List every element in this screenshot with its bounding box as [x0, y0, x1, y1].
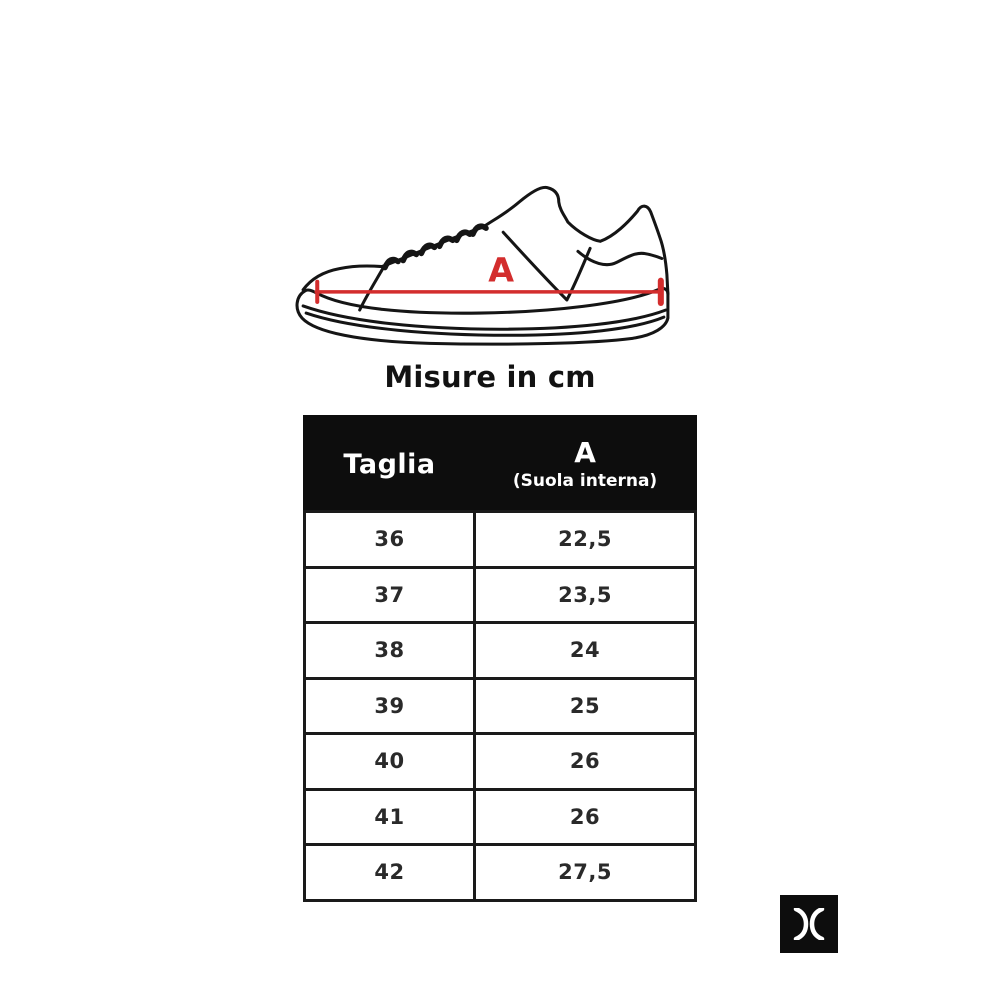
- length-cell: 25: [473, 676, 697, 735]
- table-row: 36 22,5: [302, 510, 697, 569]
- table-row: 39 25: [302, 676, 697, 735]
- shoe-midsole-line-2: [304, 311, 666, 337]
- size-cell: 36: [302, 510, 477, 569]
- length-cell: 23,5: [473, 565, 697, 624]
- table-row: 38 24: [302, 621, 697, 680]
- size-cell: 41: [302, 787, 477, 846]
- size-table: Taglia A (Suola interna) 36 22,5 37 23,5…: [302, 415, 697, 902]
- measure-label-a: A: [488, 251, 514, 290]
- header-measure-sublabel: (Suola interna): [512, 471, 658, 492]
- table-row: 40 26: [302, 732, 697, 791]
- sneaker-line-drawing-icon: A: [295, 185, 670, 346]
- shoe-quarter-seam-left: [501, 230, 569, 302]
- table-row: 42 27,5: [302, 843, 697, 902]
- header-taglia-label: Taglia: [343, 448, 436, 480]
- length-cell: 26: [473, 732, 697, 791]
- shoe-illustration: A: [293, 160, 677, 360]
- shoe-vamp-seam: [358, 265, 386, 312]
- table-header-row: Taglia A (Suola interna): [302, 415, 697, 513]
- size-cell: 42: [302, 843, 477, 902]
- size-cell: 40: [302, 732, 477, 791]
- shoe-sole-outline: [295, 286, 670, 346]
- length-cell: 24: [473, 621, 697, 680]
- header-cell-measure: A (Suola interna): [473, 415, 697, 513]
- brand-logo: [780, 895, 838, 953]
- shoe-laces: [382, 223, 489, 271]
- table-row: 37 23,5: [302, 565, 697, 624]
- shoe-upper-outline: [301, 185, 670, 296]
- shoe-quarter-seam-right: [565, 246, 592, 302]
- length-cell: 26: [473, 787, 697, 846]
- size-cell: 38: [302, 621, 477, 680]
- length-cell: 27,5: [473, 843, 697, 902]
- table-row: 41 26: [302, 787, 697, 846]
- header-cell-taglia: Taglia: [302, 415, 477, 513]
- x-brand-mark-icon: [793, 908, 825, 940]
- shoe-heel-patch-line: [576, 249, 664, 267]
- measure-line-a: [314, 277, 664, 306]
- length-cell: 22,5: [473, 510, 697, 569]
- header-measure-label: A: [574, 435, 596, 469]
- caption-misure: Misure in cm: [384, 360, 596, 394]
- size-cell: 37: [302, 565, 477, 624]
- shoe-midsole-line: [301, 304, 668, 331]
- size-cell: 39: [302, 676, 477, 735]
